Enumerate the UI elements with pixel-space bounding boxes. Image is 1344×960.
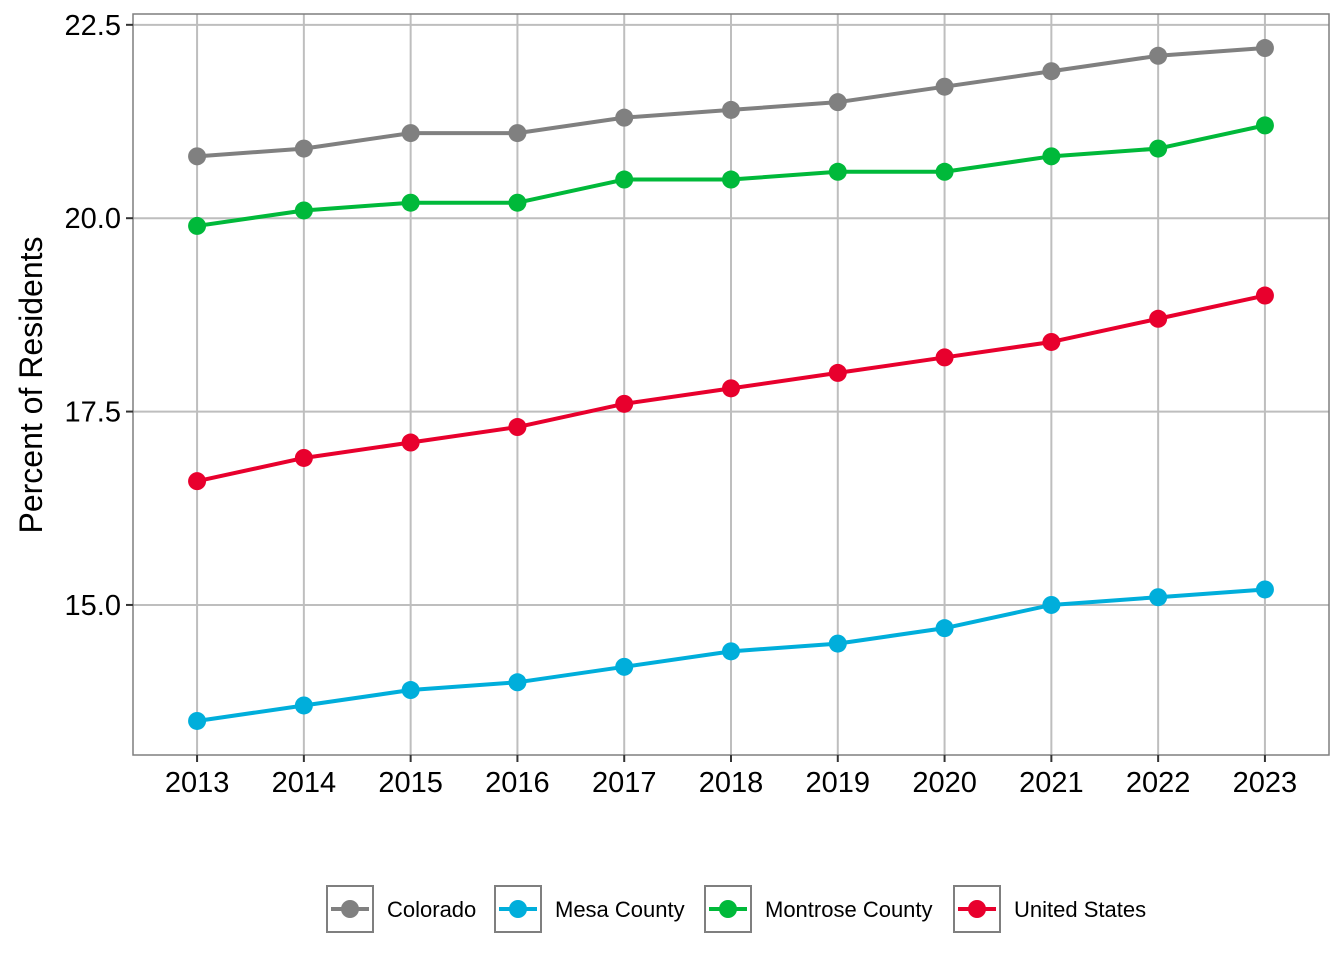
data-point [935, 619, 954, 638]
data-point [188, 147, 207, 166]
data-point [828, 634, 847, 653]
legend-item: United States [953, 885, 1146, 933]
data-point [935, 162, 954, 181]
data-point [401, 193, 420, 212]
y-tick-label: 20.0 [65, 203, 121, 235]
data-point [1042, 147, 1061, 166]
data-point [1149, 139, 1168, 158]
data-point [294, 201, 313, 220]
x-tick-label: 2021 [1019, 767, 1084, 799]
series-montrose-county [188, 116, 1274, 235]
data-point [828, 93, 847, 112]
data-point [401, 681, 420, 700]
data-point [722, 100, 740, 119]
x-tick-label: 2019 [806, 767, 871, 799]
data-point [828, 162, 847, 181]
data-point [615, 394, 634, 413]
y-tick-label: 22.5 [65, 10, 121, 42]
data-point [1255, 580, 1274, 599]
legend-key-point [341, 900, 359, 918]
data-point [188, 711, 207, 730]
legend: Colorado Mesa County Montrose County United… [326, 885, 1146, 933]
data-point [1149, 588, 1168, 607]
data-point [615, 657, 634, 676]
data-point [401, 124, 420, 143]
data-point [1255, 286, 1274, 305]
x-tick-label: 2018 [699, 767, 764, 799]
legend-item: Mesa County [494, 885, 685, 933]
x-tick-label: 2020 [912, 767, 977, 799]
data-point [1255, 116, 1274, 135]
y-tick-label: 17.5 [65, 397, 121, 429]
data-point [1149, 46, 1168, 65]
data-point [935, 348, 954, 367]
x-tick-label: 2017 [592, 767, 657, 799]
series-mesa-county [188, 580, 1274, 730]
data-point [1042, 332, 1061, 351]
legend-label: United States [1014, 897, 1146, 922]
data-point [1042, 62, 1061, 81]
series-layer [188, 39, 1274, 730]
data-point [188, 472, 207, 491]
data-point [722, 642, 740, 661]
x-tick-label: 2013 [165, 767, 230, 799]
data-point [294, 696, 313, 715]
series-united-states [188, 286, 1274, 491]
data-point [1042, 595, 1061, 614]
data-point [508, 124, 527, 143]
data-point [294, 448, 313, 467]
data-point [188, 216, 207, 235]
data-point [722, 379, 740, 398]
data-point [615, 108, 634, 127]
data-point [508, 418, 527, 437]
data-point [1255, 39, 1274, 58]
data-point [1149, 309, 1168, 328]
data-point [508, 193, 527, 212]
data-point [828, 363, 847, 382]
y-tick-label: 15.0 [65, 590, 121, 622]
legend-label: Montrose County [765, 897, 933, 922]
y-axis: 15.0 17.5 20.0 22.5 [65, 10, 133, 622]
x-tick-label: 2022 [1126, 767, 1191, 799]
data-point [294, 139, 313, 158]
data-point [722, 170, 740, 189]
legend-label: Colorado [387, 897, 476, 922]
legend-item: Colorado [326, 885, 476, 933]
legend-key-point [719, 900, 737, 918]
legend-key-point [509, 900, 527, 918]
data-point [508, 673, 527, 692]
x-tick-label: 2023 [1233, 767, 1298, 799]
x-axis: 2013 2014 2015 2016 2017 2018 2019 2020 2021 2022… [165, 755, 1297, 799]
x-tick-label: 2016 [485, 767, 550, 799]
data-point [615, 170, 634, 189]
legend-key-point [968, 900, 986, 918]
series-colorado [188, 39, 1274, 166]
legend-item: Montrose County [704, 885, 933, 933]
x-tick-label: 2014 [272, 767, 337, 799]
legend-label: Mesa County [555, 897, 685, 922]
data-point [401, 433, 420, 452]
y-axis-title: Percent of Residents [13, 236, 49, 533]
x-tick-label: 2015 [378, 767, 443, 799]
data-point [935, 77, 954, 96]
